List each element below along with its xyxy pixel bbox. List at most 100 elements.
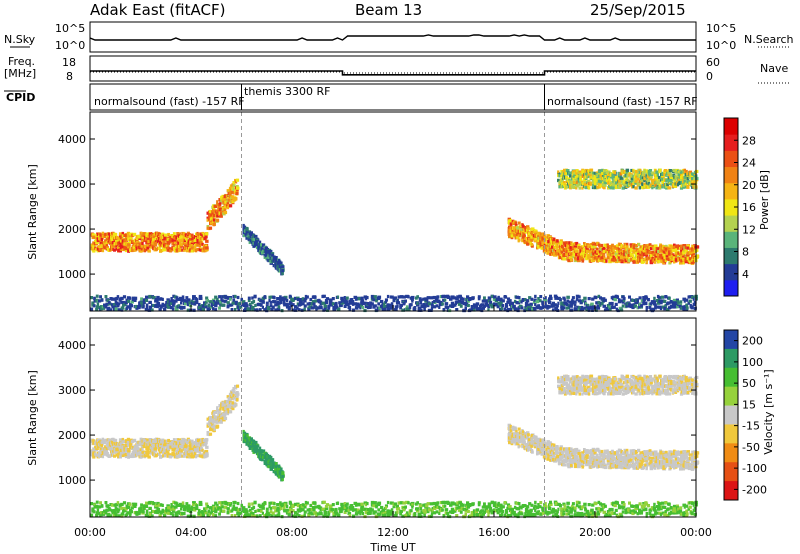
freq-tick-bottom: 8: [66, 70, 73, 83]
power-cell-3195: [226, 304, 230, 308]
power-cell-107: [108, 240, 112, 244]
power-cell-3564: [422, 297, 426, 301]
power-cell-481: [175, 236, 179, 240]
power-cell-1716: [622, 250, 625, 254]
power-cell-1660: [611, 243, 614, 247]
power-cell-1924: [657, 258, 661, 262]
power-cell-2967: [107, 307, 111, 311]
power-cell-2865: [683, 179, 686, 183]
power-cell-1436: [572, 255, 575, 259]
power-cell-1071: [508, 219, 512, 223]
power-cell-286: [140, 246, 144, 250]
power-cell-3371: [319, 301, 323, 305]
power-cell-428: [165, 244, 169, 248]
velocity-cell-69: [101, 447, 105, 451]
velocity-cell-618: [199, 441, 202, 445]
power-cell-2302: [584, 175, 588, 179]
power-cell-2871: [684, 182, 688, 186]
power-cell-3697: [490, 303, 494, 307]
power-cell-3928: [613, 305, 616, 309]
power-cell-2807: [673, 180, 676, 184]
power-cell-2474: [615, 178, 619, 182]
velocity-cell-186: [123, 451, 127, 455]
power-cell-1857: [645, 260, 648, 264]
power-cell-2258: [577, 179, 581, 183]
power-cell-939: [259, 243, 263, 247]
power-cell-2163: [561, 182, 564, 186]
power-cell-828: [236, 178, 240, 182]
power-cell-3241: [251, 296, 254, 300]
power-cell-4031: [667, 301, 671, 305]
freq-unit-label: [MHz]: [4, 67, 36, 80]
power-cell-3936: [617, 300, 622, 304]
power-cell-2023: [675, 254, 679, 258]
power-cell-651: [204, 235, 208, 239]
power-cell-3834: [563, 301, 568, 305]
power-cell-3172: [216, 297, 219, 301]
freq-tick-top: 18: [62, 56, 76, 69]
power-cell-3363: [315, 307, 318, 311]
power-cell-3545: [411, 299, 414, 303]
power-cell-1971: [665, 253, 669, 257]
power-cell-682: [209, 217, 213, 221]
power-cell-3873: [584, 300, 587, 304]
power-cell-173: [119, 246, 122, 250]
power-cell-322: [146, 246, 150, 250]
power-cell-3979: [640, 304, 644, 308]
power-cell-3348: [308, 301, 313, 306]
power-cell-3032: [142, 304, 145, 308]
power-cell-3616: [449, 304, 452, 308]
power-cell-2212: [569, 174, 572, 178]
power-cell-3735: [511, 301, 515, 305]
power-cell-1997: [670, 246, 674, 250]
power-cell-1204: [530, 242, 534, 247]
power-cell-3283: [273, 300, 277, 304]
velocity-cell-224: [129, 440, 132, 444]
power-cell-2975: [111, 303, 114, 307]
power-cell-3582: [431, 300, 434, 305]
power-cell-4032: [667, 296, 671, 300]
power-cell-143: [115, 239, 119, 243]
power-cell-2247: [575, 172, 579, 176]
power-cell-1631: [606, 247, 610, 251]
power-cell-3823: [557, 301, 560, 305]
power-cbar-label-0: 4: [742, 268, 749, 281]
power-cell-4055: [679, 300, 683, 304]
power-cell-3199: [229, 303, 232, 307]
power-cell-3374: [322, 294, 326, 298]
power-cell-2636: [643, 177, 647, 181]
power-cell-1574: [596, 241, 599, 245]
power-cell-3663: [473, 305, 476, 309]
scan-panel-frame: [89, 21, 697, 53]
power-cell-1255: [540, 246, 545, 250]
power-cell-2020: [674, 249, 678, 253]
power-cell-2273: [579, 172, 582, 176]
velocity-cell-311: [144, 454, 148, 458]
power-cell-2565: [630, 185, 634, 189]
power-cell-3125: [190, 301, 194, 305]
power-cell-3857: [575, 297, 579, 301]
power-cell-3994: [648, 305, 652, 309]
power-cell-71: [101, 234, 106, 238]
power-cell-262: [135, 236, 139, 241]
power-cell-3855: [574, 307, 578, 311]
power-cell-1871: [648, 250, 652, 254]
power-cell-3557: [417, 308, 422, 312]
velocity-cell-225: [129, 454, 133, 458]
power-cell-2590: [635, 175, 638, 179]
power-cell-3533: [405, 294, 409, 298]
power-cell-842: [243, 234, 247, 238]
power-cell-775: [226, 189, 231, 193]
power-cell-3416: [343, 296, 346, 300]
power-cell-3534: [405, 305, 409, 309]
power-cell-2627: [641, 170, 645, 174]
power-cell-3798: [544, 296, 547, 300]
power-ytick-label-1: 2000: [58, 223, 86, 236]
power-cell-2984: [116, 295, 120, 299]
power-cell-3109: [181, 295, 185, 299]
power-cell-3977: [638, 296, 642, 300]
power-cell-2303: [584, 168, 588, 173]
power-cell-2937: [91, 303, 95, 307]
power-cell-3112: [183, 302, 187, 306]
